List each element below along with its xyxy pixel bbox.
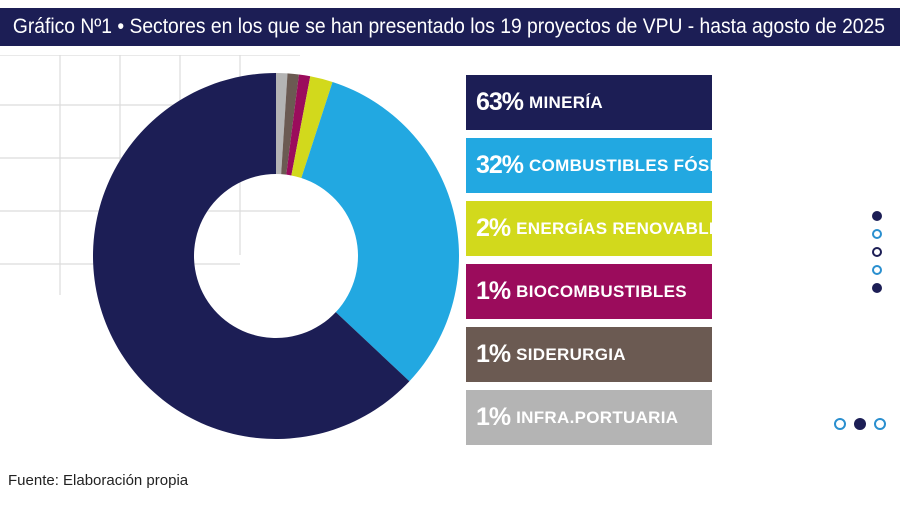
legend-value: 1%: [476, 277, 511, 305]
slice-biocombustibles: [286, 74, 311, 176]
pager-dot-icon[interactable]: [872, 265, 882, 275]
pager-dot-icon[interactable]: [872, 211, 882, 221]
legend-value: 32%: [476, 151, 524, 179]
chart-title: Gráfico Nº1 • Sectores en los que se han…: [0, 8, 900, 46]
legend-value: 63%: [476, 88, 524, 116]
legend-item: 32% COMBUSTIBLES FÓSILES: [466, 138, 748, 193]
pager-dot-icon[interactable]: [854, 418, 866, 430]
legend-item: 1% BIOCOMBUSTIBLES: [466, 264, 712, 319]
legend-label: SIDERURGIA: [516, 344, 626, 364]
horizontal-pager[interactable]: [834, 418, 886, 430]
slice-energías-renovables: [291, 76, 333, 179]
legend-item: 63% MINERÍA: [466, 75, 712, 130]
legend-value: 1%: [476, 340, 511, 368]
pager-dot-icon[interactable]: [872, 283, 882, 293]
vertical-pager[interactable]: [872, 211, 886, 301]
legend-item: 2% ENERGÍAS RENOVABLES: [466, 201, 732, 256]
legend-label: MINERÍA: [529, 92, 603, 112]
legend-item: 1% INFRA.PORTUARIA: [466, 390, 712, 445]
pager-dot-icon[interactable]: [834, 418, 846, 430]
pager-dot-icon[interactable]: [872, 229, 882, 239]
slice-combustibles-fósiles: [301, 81, 459, 382]
legend: 63% MINERÍA 32% COMBUSTIBLES FÓSILES 2% ENERG…: [466, 75, 748, 453]
legend-value: 2%: [476, 214, 511, 242]
slice-infra-portuaria: [276, 73, 288, 175]
slice-minería: [92, 73, 410, 439]
legend-item: 1% SIDERURGIA: [466, 327, 712, 382]
source-note: Fuente: Elaboración propia: [8, 472, 189, 489]
legend-value: 1%: [476, 403, 511, 431]
legend-label: COMBUSTIBLES FÓSILES: [529, 155, 749, 175]
pager-dot-icon[interactable]: [872, 247, 882, 257]
legend-label: INFRA.PORTUARIA: [516, 407, 679, 427]
pager-dot-icon[interactable]: [874, 418, 886, 430]
legend-label: ENERGÍAS RENOVABLES: [516, 218, 733, 238]
donut-chart: [92, 73, 459, 439]
legend-label: BIOCOMBUSTIBLES: [516, 281, 687, 301]
slice-siderurgia: [281, 73, 299, 175]
